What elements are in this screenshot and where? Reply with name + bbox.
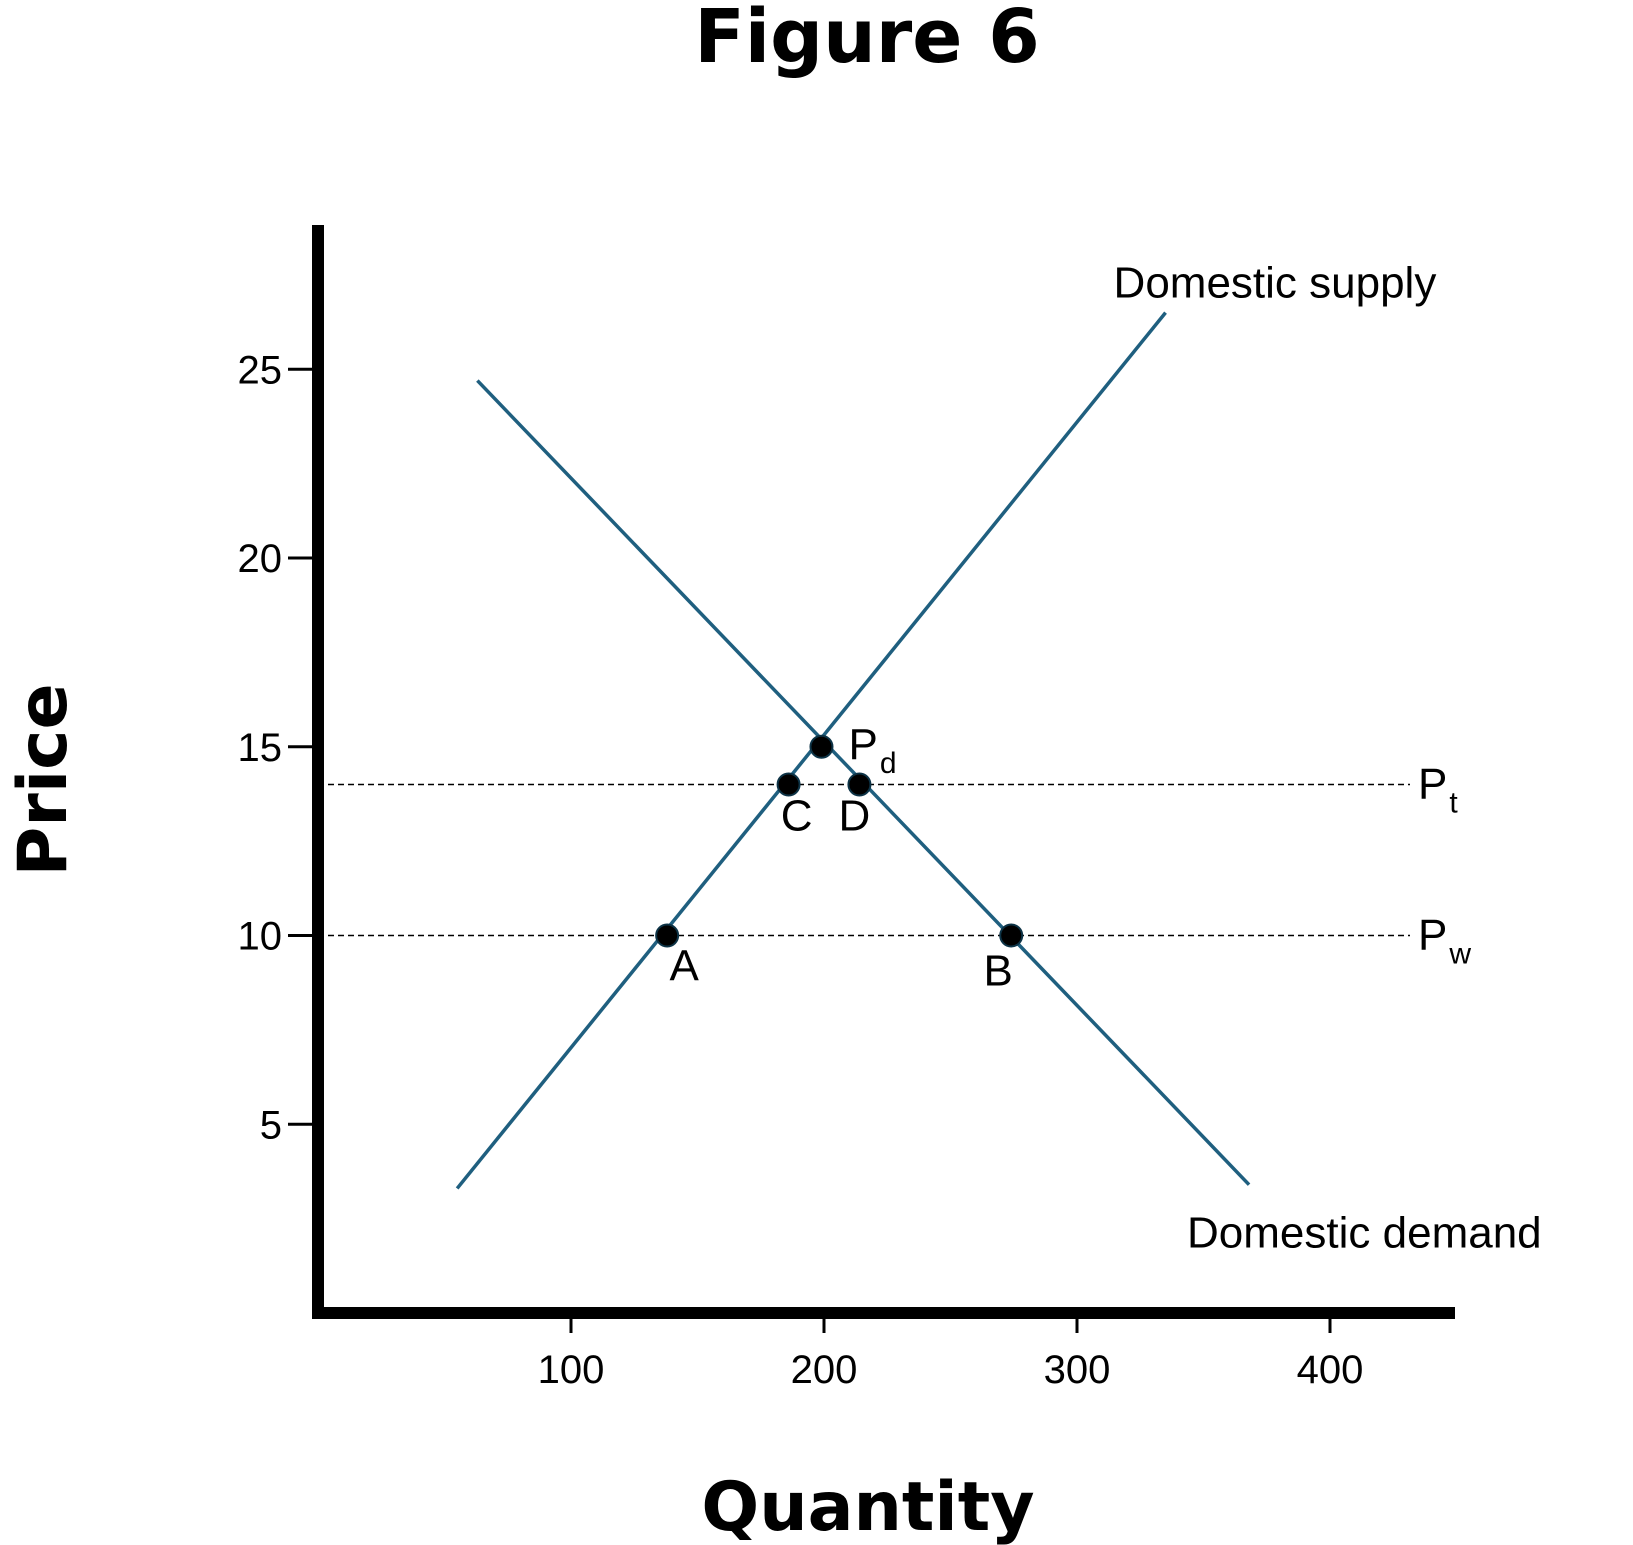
- point-label-D: D: [839, 792, 871, 841]
- x-tick-label-300: 300: [1044, 1348, 1111, 1392]
- data-point-C: [776, 772, 801, 797]
- y-tick-label-15: 15: [238, 726, 283, 770]
- data-point-A: [655, 923, 680, 948]
- data-point-D: [847, 772, 872, 797]
- data-point-Pd: [809, 734, 834, 759]
- x-axis-title: Quantity: [701, 1468, 1034, 1545]
- y-axis-title: Price: [4, 683, 83, 876]
- chart-title: Figure 6: [694, 0, 1040, 80]
- data-point-B: [999, 923, 1024, 948]
- x-tick-label-400: 400: [1297, 1348, 1364, 1392]
- point-label-A: A: [669, 942, 699, 991]
- series-label-demand: Domestic demand: [1187, 1209, 1542, 1258]
- point-label-B: B: [984, 947, 1013, 996]
- y-tick-label-20: 20: [238, 537, 283, 581]
- y-tick-label-25: 25: [238, 348, 283, 392]
- reference-label-Pw: Pw: [1418, 911, 1471, 971]
- series-label-supply: Domestic supply: [1114, 259, 1437, 308]
- plot-area: Pt Pw Domestic supply Domestic demand 5 10 15 2…: [238, 225, 1542, 1392]
- x-tick-label-200: 200: [791, 1348, 858, 1392]
- point-label-Pd: Pd: [848, 720, 896, 780]
- point-label-C: C: [781, 792, 813, 841]
- x-tick-label-100: 100: [538, 1348, 605, 1392]
- reference-label-Pt: Pt: [1418, 760, 1458, 820]
- y-tick-label-5: 5: [260, 1103, 282, 1147]
- y-tick-label-10: 10: [238, 915, 283, 959]
